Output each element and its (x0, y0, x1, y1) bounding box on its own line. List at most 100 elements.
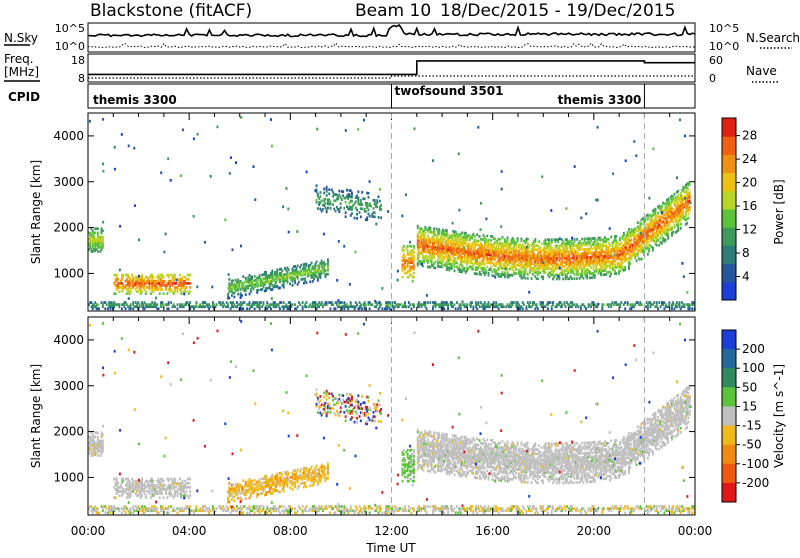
power-cell (615, 235, 617, 238)
power-cell (521, 238, 523, 241)
power-cell (677, 202, 679, 205)
power-cell (325, 269, 327, 272)
velocity-cell (168, 478, 170, 481)
power-cell (328, 188, 330, 191)
power-cell (687, 188, 689, 191)
power-cell (270, 118, 272, 121)
nsearch-label: N.Search (746, 31, 800, 45)
power-cell (229, 172, 231, 175)
power-cell (279, 307, 281, 310)
power-cell (639, 258, 641, 261)
power-cell (282, 270, 284, 273)
power-cell (652, 148, 654, 151)
power-cell (121, 307, 123, 310)
cpid-label: CPID (8, 90, 40, 104)
power-cell (132, 276, 134, 279)
power-cell (368, 192, 370, 195)
power-cell (619, 237, 621, 240)
power-cell (102, 118, 104, 121)
power-cell (121, 133, 123, 136)
power-cell (674, 224, 676, 227)
beam-label: Beam 10 (355, 1, 431, 21)
power-cell (640, 232, 642, 235)
power-cell (138, 239, 140, 242)
power-cell (494, 276, 496, 279)
power-cell (608, 238, 610, 241)
power-cell (369, 215, 371, 218)
power-cell (635, 154, 637, 157)
power-cell (488, 268, 490, 271)
power-cell (297, 283, 299, 286)
power-cell (455, 307, 457, 310)
power-cell (643, 250, 645, 253)
power-cell (216, 303, 218, 306)
power-cell (155, 297, 157, 300)
power-cell (479, 235, 481, 238)
cpid-mode-label: themis 3300 (558, 93, 642, 107)
power-cell (548, 238, 550, 241)
power-cell (486, 266, 488, 269)
power-cell (458, 209, 460, 212)
power-cell (128, 297, 130, 300)
power-cell (97, 250, 99, 253)
power-cell (134, 204, 136, 207)
power-cell (450, 257, 452, 260)
power-cell (614, 254, 616, 257)
power-cell (623, 232, 625, 235)
power-cell (328, 192, 330, 195)
power-cell (661, 234, 663, 237)
power-cell (681, 195, 683, 198)
power-cell (196, 286, 198, 289)
power-cell (417, 225, 419, 228)
power-cell (542, 261, 544, 264)
power-cell (189, 286, 191, 289)
power-cell (240, 296, 242, 299)
power-cell (351, 212, 353, 215)
power-cell (526, 246, 528, 249)
power-cell (326, 194, 328, 197)
power-cell (232, 279, 234, 282)
power-cell (594, 274, 596, 277)
power-cell (542, 301, 544, 304)
power-cell (451, 301, 453, 304)
power-cell (625, 159, 627, 162)
freq-series (88, 61, 695, 75)
power-cell (321, 301, 323, 304)
power-cell (502, 236, 504, 239)
power-cell (360, 216, 362, 219)
power-cell (363, 119, 365, 122)
power-cell (361, 208, 363, 211)
power-cell (189, 290, 191, 293)
power-cell (571, 237, 573, 240)
power-cell (319, 195, 321, 198)
power-cell (454, 270, 456, 273)
power-cell (576, 277, 578, 280)
power-cell (461, 231, 463, 234)
power-cell (389, 307, 391, 310)
power-cell (456, 266, 458, 269)
power-cell (168, 274, 170, 277)
power-cell (658, 244, 660, 247)
power-cell (665, 239, 667, 242)
power-cell (565, 305, 567, 308)
power-cell (355, 207, 357, 210)
power-cell (174, 274, 176, 277)
power-cell (345, 129, 347, 132)
power-cell (345, 215, 347, 218)
power-cell (684, 135, 686, 138)
power-cell (426, 307, 428, 310)
power-cell (438, 228, 440, 231)
power-cell (313, 278, 315, 281)
power-cell (254, 307, 256, 310)
y-tick-label: 1000 (53, 266, 84, 280)
power-cell (254, 198, 256, 201)
power-cell (317, 193, 319, 196)
power-cell (625, 247, 627, 250)
power-cell (356, 303, 358, 306)
power-cell (182, 129, 184, 132)
power-cell (677, 194, 679, 197)
power-cell (246, 307, 248, 310)
